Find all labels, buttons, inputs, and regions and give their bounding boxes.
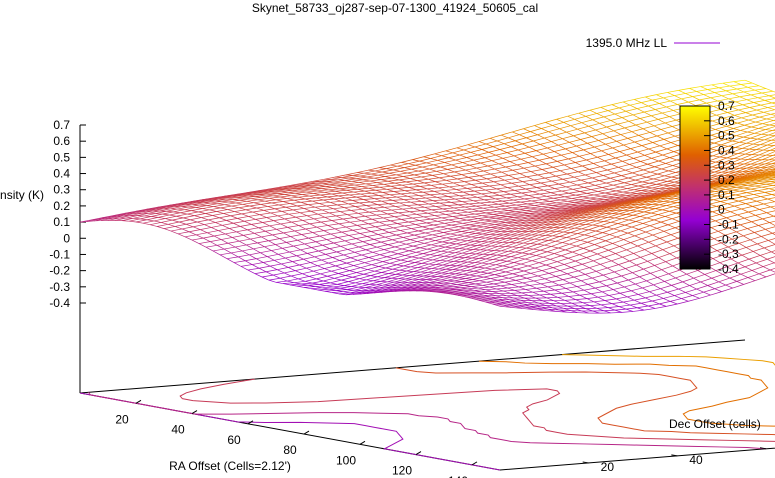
colorbar-tick-label: 0.6 — [718, 114, 735, 128]
colorbar-tick-label: 0.4 — [718, 143, 735, 157]
colorbar: 0.70.60.50.40.30.20.10-0.1-0.2-0.3-0.4 — [679, 99, 739, 276]
colorbar-tick-label: 0.2 — [718, 173, 735, 187]
x-axis-label: RA Offset (Cells=2.12') — [169, 459, 291, 473]
z-tick-label: 0.6 — [53, 134, 70, 148]
chart-title: Skynet_58733_oj287-sep-07-1300_41924_506… — [252, 1, 538, 15]
y-axis-label: Dec Offset (cells) — [669, 417, 761, 431]
z-tick-label: -0.2 — [49, 264, 70, 278]
z-tick-label: -0.3 — [49, 280, 70, 294]
colorbar-tick-label: 0.7 — [718, 99, 735, 113]
x-tick-label: 100 — [336, 453, 356, 467]
z-tick-label: 0.5 — [53, 150, 70, 164]
colorbar-tick-label: 0.5 — [718, 129, 735, 143]
base-plane — [79, 339, 775, 471]
x-tick-label: 60 — [227, 433, 241, 447]
legend: 1395.0 MHz LL — [586, 36, 720, 50]
colorbar-tick-label: -0.2 — [718, 232, 739, 246]
z-tick-label: 0.4 — [53, 167, 70, 181]
surface-mesh — [79, 79, 775, 314]
colorbar-tick-label: -0.4 — [718, 262, 739, 276]
z-tick-label: 0.1 — [53, 215, 70, 229]
x-tick-label: 120 — [392, 464, 412, 478]
z-tick-label: 0.3 — [53, 183, 70, 197]
colorbar-gradient — [679, 105, 711, 270]
x-axis: 20 40 60 80 100 120 140 — [115, 399, 478, 478]
y-tick-label: 20 — [601, 460, 615, 474]
contour-lines — [79, 354, 775, 471]
z-tick-label: 0.2 — [53, 199, 70, 213]
colorbar-tick-label: 0.3 — [718, 158, 735, 172]
z-tick-label: -0.1 — [49, 247, 70, 261]
y-axis: 20406080100120140 — [582, 447, 767, 474]
colorbar-tick-label: 0 — [718, 203, 725, 217]
y-tick-label: 40 — [689, 453, 703, 467]
legend-label: 1395.0 MHz LL — [586, 36, 668, 50]
colorbar-tick-label: -0.3 — [718, 247, 739, 261]
colorbar-tick-label: -0.1 — [718, 218, 739, 232]
x-tick-label: 80 — [283, 443, 297, 457]
x-tick-label: 140 — [448, 474, 468, 478]
x-tick-label: 20 — [115, 412, 129, 426]
colorbar-tick-label: 0.1 — [718, 188, 735, 202]
z-tick-label: 0 — [63, 231, 70, 245]
x-tick-label: 40 — [171, 423, 185, 437]
z-axis-label: Intensity (K) — [0, 188, 44, 202]
z-tick-label: -0.4 — [49, 296, 70, 310]
z-axis: 0.7 0.6 0.5 0.4 0.3 0.2 0.1 0 -0.1 -0.2 -0.3 -0.4 I… — [0, 118, 86, 393]
z-tick-label: 0.7 — [53, 118, 70, 132]
